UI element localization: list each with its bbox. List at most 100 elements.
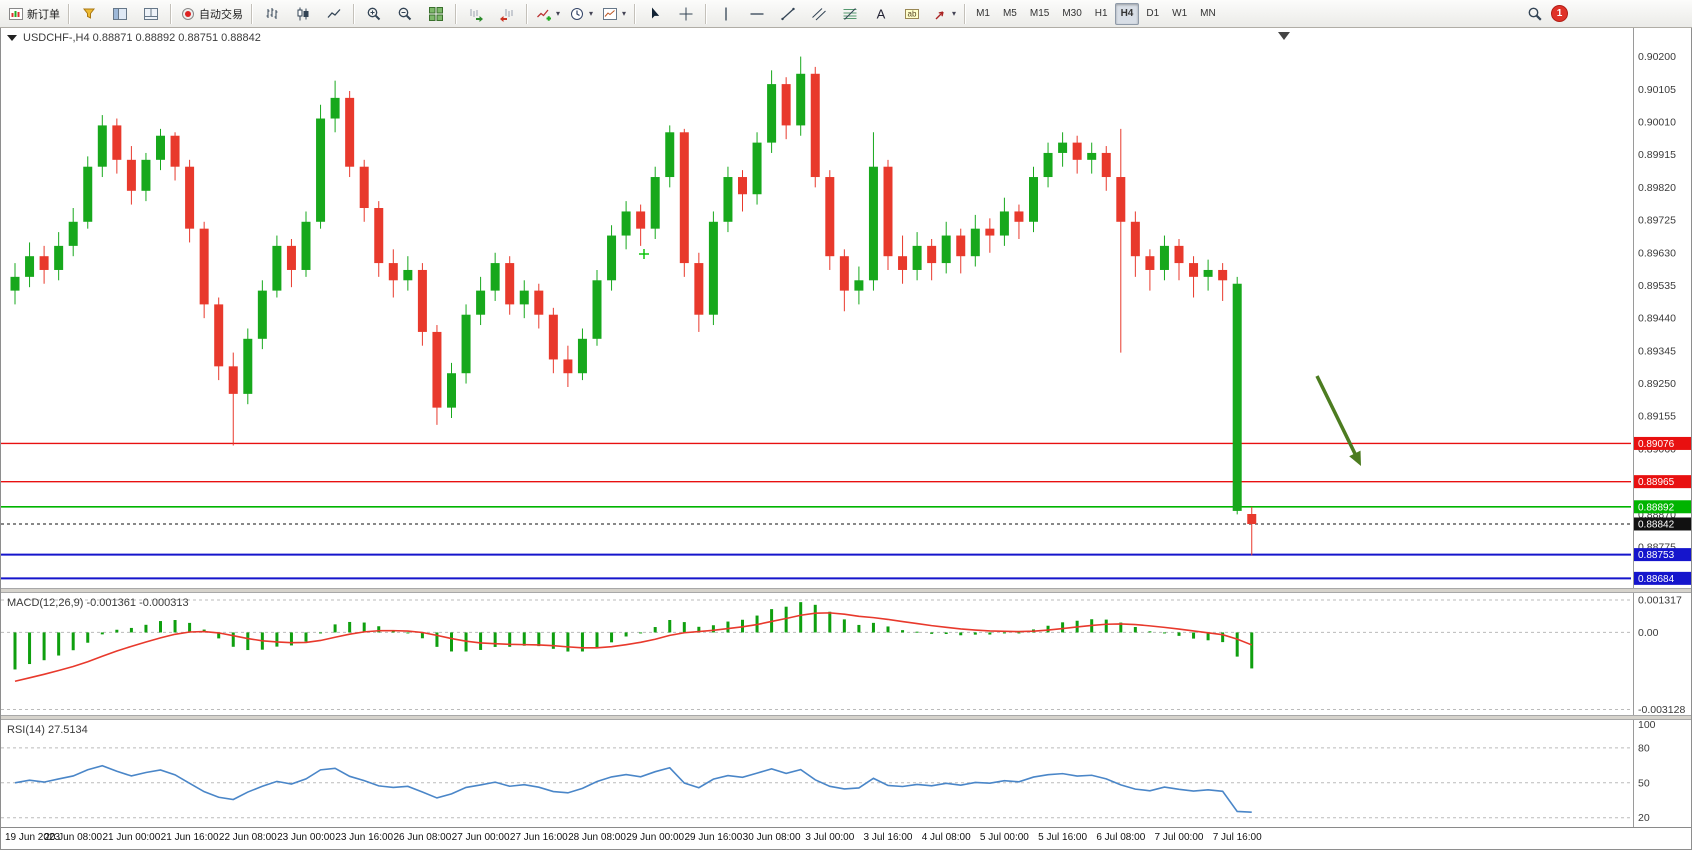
new-order-button[interactable]: 新订单 [4, 2, 64, 26]
timeframe-m30-button[interactable]: M30 [1062, 8, 1082, 19]
vline-icon [725, 7, 727, 20]
price-level-label-text: 0.88684 [1638, 574, 1675, 585]
time-label: 23 Jun 16:00 [335, 832, 394, 843]
horizontal-line-button[interactable] [742, 2, 772, 26]
symbol-ohlc-title: USDCHF-,H4 0.88871 0.88892 0.88751 0.888… [23, 32, 261, 44]
macd-tick: -0.003128 [1638, 704, 1685, 715]
panel-separator[interactable] [1, 588, 1691, 593]
market-watch-button[interactable] [74, 2, 104, 26]
chart-shift-icon [500, 8, 513, 22]
zoom-out-button[interactable] [390, 2, 420, 26]
time-label: 4 Jul 08:00 [921, 832, 971, 843]
line-chart-button[interactable] [319, 2, 349, 26]
timeframe-m1-button[interactable]: M1 [976, 8, 990, 19]
bar-chart-button[interactable] [257, 2, 287, 26]
rsi-panel[interactable]: 100 80 50 20 RSI(14) 27.5134 [1, 720, 1691, 827]
fibonacci-button[interactable] [835, 2, 865, 26]
price-tick: 0.89155 [1638, 411, 1676, 423]
chevron-down-icon: ▾ [952, 9, 957, 18]
one-click-trading-toggle[interactable] [7, 35, 17, 41]
chevron-down-icon: ▾ [589, 9, 594, 18]
cursor-button[interactable] [640, 2, 670, 26]
rsi-canvas[interactable]: 100 80 50 20 [1, 720, 1692, 827]
price-tick: 0.90010 [1638, 116, 1676, 128]
arrows-button[interactable]: ▾ [928, 2, 960, 26]
text-icon: A [877, 6, 886, 21]
time-axis[interactable]: 19 Jun 2023 20 Jun 08:00 21 Jun 00:00 21 Ju… [1, 827, 1691, 849]
toolbar-separator [353, 3, 355, 24]
indicators-button[interactable]: ▾ [532, 2, 564, 26]
timeframe-w1-button[interactable]: W1 [1172, 8, 1188, 19]
time-label: 29 Jun 00:00 [626, 832, 685, 843]
trend-arrow-annotation[interactable] [1315, 375, 1360, 460]
time-label: 21 Jun 16:00 [160, 832, 219, 843]
indicators-icon [537, 9, 551, 21]
trendline-icon [781, 7, 795, 20]
autotrading-button[interactable]: 自动交易 [176, 2, 247, 26]
macd-label: MACD(12,26,9) -0.001361 -0.000313 [7, 597, 189, 609]
panel-separator[interactable] [1, 715, 1691, 720]
text-label-button[interactable]: ab [897, 2, 927, 26]
timeframe-d1-button[interactable]: D1 [1146, 8, 1160, 19]
vertical-line-button[interactable] [711, 2, 741, 26]
timeframe-m5-button[interactable]: M5 [1002, 8, 1017, 19]
chart-shift-button[interactable] [492, 2, 522, 26]
channel-button[interactable] [804, 2, 834, 26]
price-level-label-text: 0.88965 [1638, 477, 1675, 488]
price-chart-panel[interactable]: 0.90200 0.90105 0.90010 0.89915 0.89820 0.897… [1, 28, 1691, 588]
text-button[interactable]: A [866, 2, 896, 26]
price-chart-canvas[interactable]: 0.90200 0.90105 0.90010 0.89915 0.89820 0.897… [1, 28, 1692, 588]
svg-text:A: A [877, 6, 886, 21]
search-button[interactable] [1520, 2, 1550, 26]
time-label: 7 Jul 16:00 [1212, 832, 1262, 843]
zoom-in-button[interactable] [359, 2, 389, 26]
cursor-icon [652, 7, 660, 18]
timeframe-mn-button[interactable]: MN [1200, 8, 1216, 19]
price-level-label [1634, 436, 1691, 450]
rsi-label: RSI(14) 27.5134 [7, 724, 88, 736]
timeframe-h1-button[interactable]: H1 [1094, 8, 1108, 19]
tile-windows-button[interactable] [421, 2, 451, 26]
toolbar-separator [455, 3, 457, 24]
terminal-button[interactable] [136, 2, 166, 26]
crosshair-icon [679, 7, 693, 20]
chart-shift-marker[interactable] [1278, 32, 1290, 40]
time-label: 5 Jul 00:00 [979, 832, 1029, 843]
toolbar-separator [964, 3, 967, 24]
line-chart-icon [327, 8, 341, 18]
time-label: 28 Jun 08:00 [568, 832, 626, 843]
bars-icon [266, 7, 278, 19]
timeframe-m15-button[interactable]: M15 [1029, 8, 1050, 19]
candlestick-chart-button[interactable] [288, 2, 318, 26]
price-level-label [1634, 517, 1691, 531]
price-tick: 0.90200 [1638, 51, 1676, 63]
macd-panel[interactable]: 0.001317 0.00 -0.003128 MACD(12,26,9) -0.0… [1, 593, 1691, 715]
price-tick: 0.90105 [1638, 84, 1676, 96]
macd-canvas[interactable]: 0.001317 0.00 -0.003128 [1, 593, 1692, 715]
notification-badge[interactable]: 1 [1551, 5, 1568, 22]
navigator-button[interactable] [105, 2, 135, 26]
time-label: 30 Jun 08:00 [742, 832, 801, 843]
time-label: 27 Jun 16:00 [509, 832, 568, 843]
periods-button[interactable]: ▾ [565, 2, 597, 26]
crosshair-button[interactable] [671, 2, 701, 26]
zoom-in-icon [367, 7, 381, 20]
rsi-tick: 80 [1638, 742, 1650, 754]
toolbar-separator [526, 3, 528, 24]
price-tick: 0.89630 [1638, 247, 1676, 259]
new-order-icon [9, 7, 23, 20]
market-watch-icon [82, 8, 96, 19]
templates-icon [603, 7, 618, 20]
chevron-down-icon: ▾ [556, 9, 561, 18]
price-level-label-text: 0.89076 [1638, 439, 1675, 450]
timeframe-h4-button[interactable]: H4 [1114, 2, 1140, 25]
templates-button[interactable]: ▾ [598, 2, 630, 26]
auto-scroll-button[interactable] [461, 2, 491, 26]
rsi-tick: 20 [1638, 812, 1650, 824]
toolbar-separator [68, 3, 70, 24]
price-tick: 0.89535 [1638, 280, 1676, 292]
trendline-button[interactable] [773, 2, 803, 26]
macd-signal-line [14, 612, 1253, 683]
candles-icon [297, 7, 309, 20]
